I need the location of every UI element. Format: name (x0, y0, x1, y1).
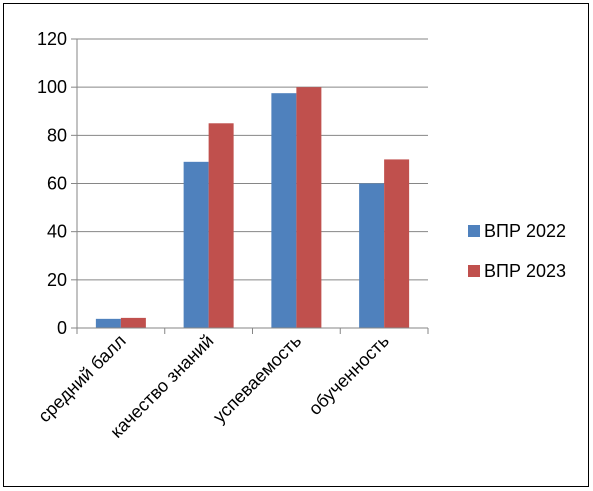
legend-label-1: ВПР 2022 (484, 221, 566, 241)
y-tick-label: 0 (57, 318, 67, 338)
bar-2-3 (296, 87, 322, 329)
x-category-label: успеваемость (209, 331, 305, 427)
legend: ВПР 2022 ВПР 2023 (468, 221, 566, 281)
legend-swatch-2 (468, 265, 480, 277)
x-category-label: средний балл (34, 331, 130, 427)
bar-1-1 (95, 318, 121, 328)
bar-1-4 (359, 183, 385, 328)
y-tick-label: 40 (47, 222, 67, 242)
y-tick-label: 120 (37, 29, 67, 49)
bar-2-4 (384, 159, 410, 328)
bar-2-1 (120, 317, 146, 328)
bar-2-2 (208, 123, 234, 329)
bar-1-2 (183, 161, 209, 328)
y-tick-label: 100 (37, 77, 67, 97)
legend-swatch-1 (468, 225, 480, 237)
x-category-label: обученность (305, 331, 393, 419)
y-tick-label: 60 (47, 174, 67, 194)
bar-1-3 (271, 93, 297, 328)
y-tick-label: 20 (47, 270, 67, 290)
y-axis-ticks: 0 20 40 60 80 100 120 (37, 29, 78, 338)
bars (95, 87, 410, 329)
x-axis (76, 327, 429, 334)
legend-label-2: ВПР 2023 (484, 261, 566, 281)
y-tick-label: 80 (47, 125, 67, 145)
